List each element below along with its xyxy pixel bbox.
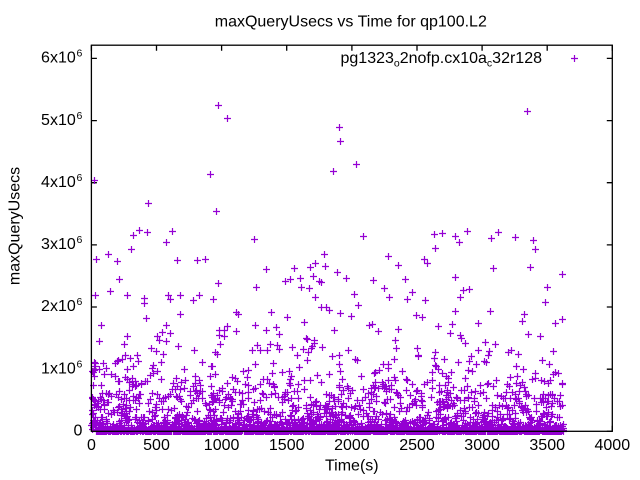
svg-text:2000: 2000 xyxy=(334,437,370,454)
svg-text:0: 0 xyxy=(73,423,82,440)
svg-text:3000: 3000 xyxy=(464,437,500,454)
svg-text:500: 500 xyxy=(143,437,170,454)
svg-text:maxQueryUsecs: maxQueryUsecs xyxy=(7,167,24,285)
svg-text:Time(s): Time(s) xyxy=(325,458,379,475)
svg-text:3500: 3500 xyxy=(529,437,565,454)
svg-text:1000: 1000 xyxy=(204,437,240,454)
svg-text:maxQueryUsecs vs Time for qp10: maxQueryUsecs vs Time for qp100.L2 xyxy=(215,14,487,31)
svg-text:1x106: 1x106 xyxy=(41,358,83,377)
svg-text:2x106: 2x106 xyxy=(41,296,83,315)
svg-text:2500: 2500 xyxy=(399,437,435,454)
svg-text:pg1323o2nofp.cx10ac32r128: pg1323o2nofp.cx10ac32r128 xyxy=(341,50,543,70)
svg-text:4000: 4000 xyxy=(595,437,631,454)
svg-text:1500: 1500 xyxy=(269,437,305,454)
svg-text:4x106: 4x106 xyxy=(41,172,83,191)
svg-text:3x106: 3x106 xyxy=(41,234,83,253)
svg-text:0: 0 xyxy=(87,437,96,454)
svg-text:5x106: 5x106 xyxy=(41,110,83,129)
svg-text:6x106: 6x106 xyxy=(41,48,83,67)
